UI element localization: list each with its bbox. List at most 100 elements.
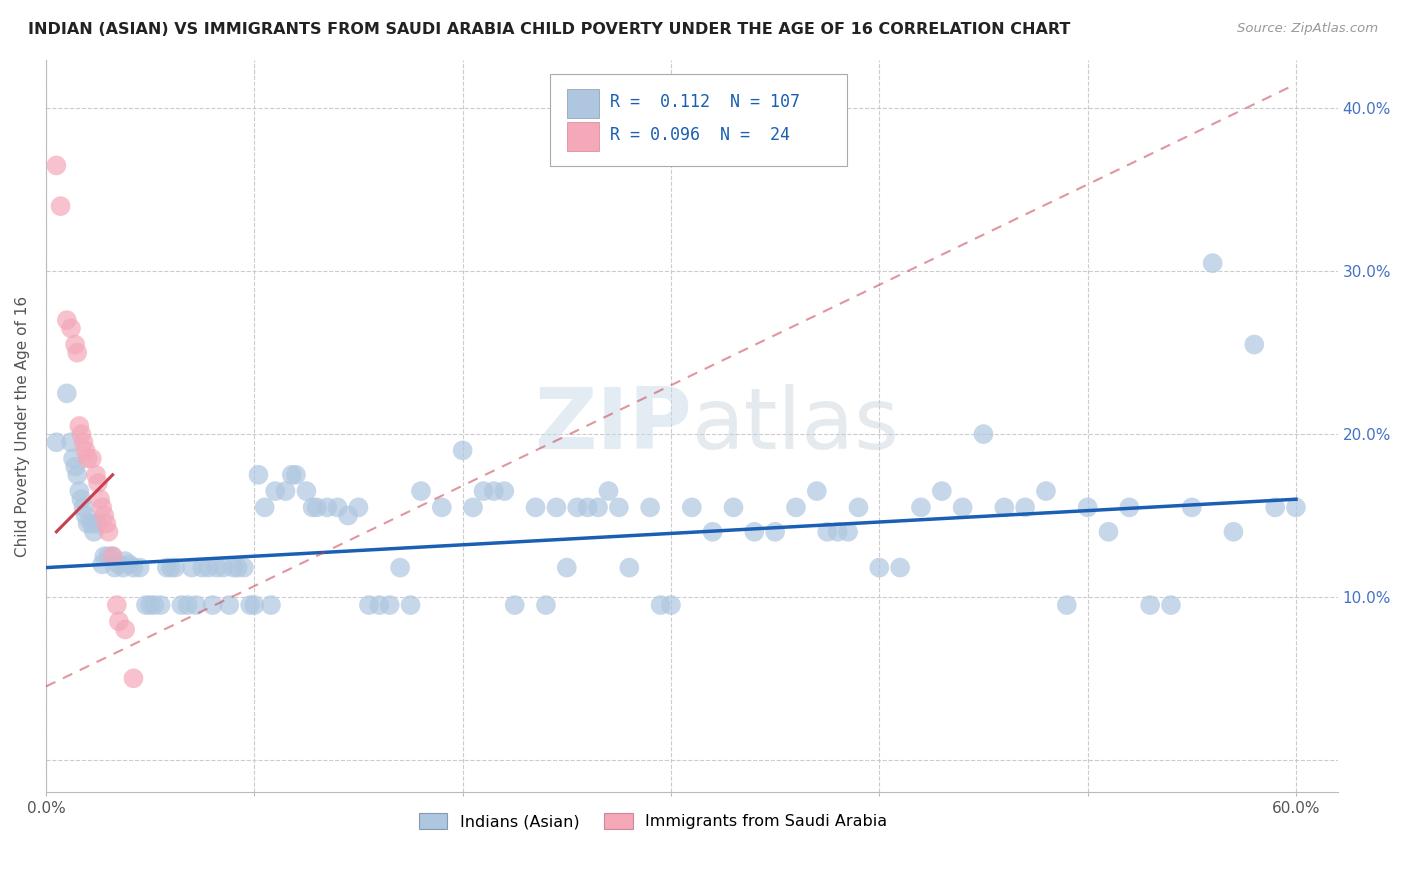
Point: [212, 560, 235, 574]
Point: [56, 386, 79, 401]
Point: [638, 500, 661, 515]
FancyBboxPatch shape: [567, 89, 599, 119]
Point: [316, 500, 339, 515]
Point: [72, 435, 94, 450]
Legend: Indians (Asian), Immigrants from Saudi Arabia: Indians (Asian), Immigrants from Saudi A…: [412, 806, 894, 836]
Point: [75, 508, 97, 523]
Point: [337, 508, 360, 523]
Point: [67, 484, 90, 499]
Point: [165, 560, 187, 574]
Point: [482, 484, 505, 499]
Point: [197, 560, 219, 574]
Point: [285, 467, 308, 482]
Point: [868, 560, 890, 574]
Point: [72, 500, 94, 515]
Point: [108, 615, 131, 629]
Point: [619, 560, 641, 574]
Point: [1014, 500, 1036, 515]
Point: [66, 467, 89, 482]
Point: [409, 484, 432, 499]
Point: [494, 484, 516, 499]
Point: [931, 484, 953, 499]
Point: [681, 500, 703, 515]
Point: [80, 451, 103, 466]
Point: [222, 560, 245, 574]
Point: [378, 598, 401, 612]
Point: [1035, 484, 1057, 499]
Point: [149, 598, 172, 612]
Text: INDIAN (ASIAN) VS IMMIGRANTS FROM SAUDI ARABIA CHILD POVERTY UNDER THE AGE OF 16: INDIAN (ASIAN) VS IMMIGRANTS FROM SAUDI …: [28, 22, 1070, 37]
Point: [80, 516, 103, 531]
Point: [114, 554, 136, 568]
Point: [191, 560, 214, 574]
Point: [180, 560, 202, 574]
Text: Source: ZipAtlas.com: Source: ZipAtlas.com: [1237, 22, 1378, 36]
Point: [368, 598, 391, 612]
Point: [75, 443, 97, 458]
Text: R =  0.112  N = 107: R = 0.112 N = 107: [610, 93, 800, 112]
Point: [785, 500, 807, 515]
Point: [84, 467, 107, 482]
Point: [128, 560, 150, 574]
Point: [59, 321, 82, 335]
Point: [264, 484, 287, 499]
Point: [91, 558, 114, 572]
Point: [763, 524, 786, 539]
Point: [534, 598, 557, 612]
Point: [114, 623, 136, 637]
Point: [104, 560, 127, 574]
Point: [156, 560, 179, 574]
Point: [76, 516, 98, 531]
Point: [972, 427, 994, 442]
Point: [1243, 337, 1265, 351]
Point: [45, 158, 67, 172]
Point: [112, 560, 135, 574]
Point: [326, 500, 349, 515]
FancyBboxPatch shape: [550, 74, 846, 166]
Point: [837, 524, 859, 539]
Text: R = 0.096  N =  24: R = 0.096 N = 24: [610, 126, 790, 145]
Point: [97, 524, 120, 539]
Point: [357, 598, 380, 612]
Point: [281, 467, 304, 482]
Point: [70, 492, 93, 507]
Point: [472, 484, 495, 499]
Point: [93, 508, 115, 523]
Point: [93, 549, 115, 564]
Point: [101, 549, 124, 564]
Point: [1201, 256, 1223, 270]
Point: [723, 500, 745, 515]
Point: [503, 598, 526, 612]
Point: [201, 598, 224, 612]
Point: [952, 500, 974, 515]
Point: [524, 500, 547, 515]
Point: [56, 313, 79, 327]
Point: [63, 459, 86, 474]
Point: [702, 524, 724, 539]
Point: [118, 558, 141, 572]
Point: [67, 419, 90, 434]
Point: [260, 598, 283, 612]
Point: [122, 671, 145, 685]
Point: [59, 435, 82, 450]
Point: [143, 598, 166, 612]
Point: [97, 549, 120, 564]
Point: [1097, 524, 1119, 539]
Point: [247, 467, 270, 482]
Point: [226, 560, 249, 574]
Point: [295, 484, 318, 499]
Point: [305, 500, 328, 515]
Point: [70, 427, 93, 442]
Point: [1118, 500, 1140, 515]
Point: [1285, 500, 1308, 515]
Point: [87, 516, 110, 531]
Point: [848, 500, 870, 515]
Point: [806, 484, 828, 499]
Point: [889, 560, 911, 574]
Point: [83, 524, 105, 539]
Point: [108, 558, 131, 572]
Point: [1056, 598, 1078, 612]
Point: [139, 598, 162, 612]
Point: [451, 443, 474, 458]
Text: atlas: atlas: [692, 384, 900, 467]
